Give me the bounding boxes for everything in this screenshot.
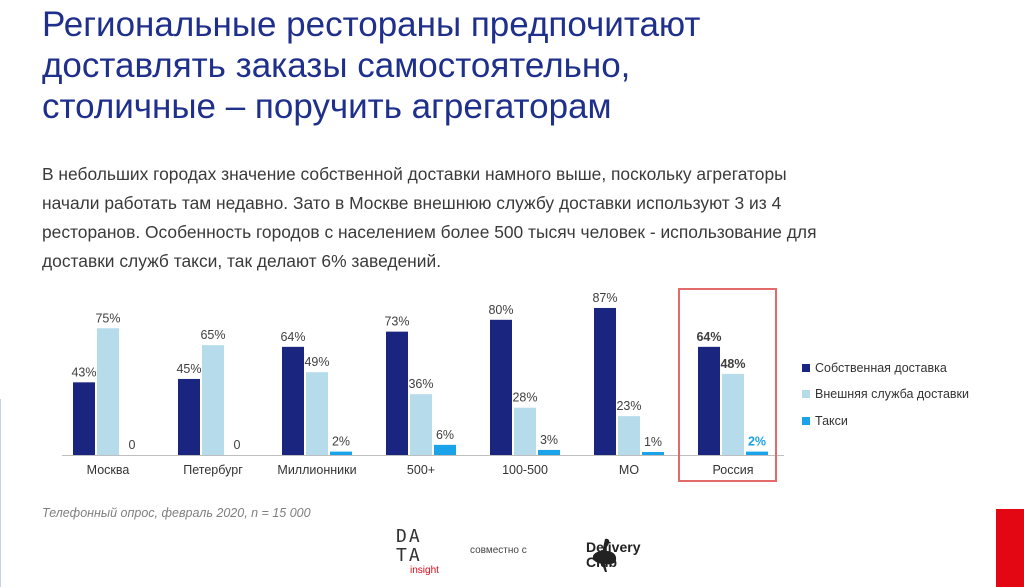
data-logo-sub: insight bbox=[410, 565, 439, 576]
bar-taxi bbox=[642, 452, 664, 455]
data-label: 43% bbox=[71, 365, 96, 379]
bar-taxi bbox=[330, 451, 352, 455]
data-label: 2% bbox=[748, 435, 766, 449]
data-logo-row: DA bbox=[396, 526, 422, 547]
data-label: 28% bbox=[512, 391, 537, 405]
category-label: Россия bbox=[713, 463, 754, 477]
data-label: 87% bbox=[592, 291, 617, 305]
data-label: 75% bbox=[95, 311, 120, 325]
category-label: Москва bbox=[87, 463, 130, 477]
bar-external bbox=[410, 394, 432, 455]
title-line: доставлять заказы самостоятельно, bbox=[42, 46, 631, 85]
data-label: 0 bbox=[234, 438, 241, 452]
title-line: Региональные рестораны предпочитают bbox=[42, 5, 701, 44]
data-logo-row: TA bbox=[396, 545, 422, 566]
legend-label: Такси bbox=[815, 414, 848, 428]
delivery-bar-chart: 43% 75% 0 Москва 45% 65% 0 Петербург 64% 49% 2% Мил… bbox=[62, 288, 969, 482]
bar-own bbox=[698, 346, 720, 455]
ostrich-icon bbox=[592, 538, 617, 572]
bar-own bbox=[490, 319, 512, 455]
data-label: 64% bbox=[280, 330, 305, 344]
slide-title: Региональные рестораны предпочитают дост… bbox=[42, 4, 962, 127]
category-label: МО bbox=[619, 463, 639, 477]
bar-own bbox=[594, 307, 616, 455]
delivery-club-logo: Delivery Club bbox=[586, 540, 640, 570]
data-insight-logo: DA TA insight bbox=[396, 527, 456, 583]
legend-swatch bbox=[802, 417, 810, 425]
data-label: 1% bbox=[644, 435, 662, 449]
bar-taxi bbox=[538, 449, 560, 455]
intro-line: В небольших городах значение собственной… bbox=[42, 164, 787, 184]
category-label: 100-500 bbox=[502, 463, 548, 477]
legend-label: Собственная доставка bbox=[815, 361, 947, 375]
legend-swatch bbox=[802, 390, 810, 398]
data-label: 0 bbox=[129, 438, 136, 452]
data-label: 23% bbox=[616, 399, 641, 413]
bar-external bbox=[306, 372, 328, 455]
bar-own bbox=[73, 382, 95, 455]
legend-label: Внешняя служба доставки bbox=[815, 387, 969, 401]
data-label: 45% bbox=[176, 362, 201, 376]
title-line: столичные – поручить агрегаторам bbox=[42, 87, 612, 126]
data-label: 73% bbox=[384, 315, 409, 329]
intro-paragraph: В небольших городах значение собственной… bbox=[42, 160, 1002, 276]
data-label: 49% bbox=[304, 355, 329, 369]
data-label: 36% bbox=[408, 377, 433, 391]
bar-external bbox=[97, 328, 119, 455]
category-label: Миллионники bbox=[277, 463, 356, 477]
bar-own bbox=[386, 331, 408, 455]
decorative-line bbox=[0, 399, 1, 587]
together-text: совместно с bbox=[470, 545, 527, 556]
bar-own bbox=[282, 346, 304, 455]
bar-external bbox=[514, 407, 536, 455]
bar-own bbox=[178, 378, 200, 455]
data-label: 64% bbox=[696, 330, 721, 344]
accent-bar bbox=[996, 509, 1024, 587]
data-label: 65% bbox=[200, 328, 225, 342]
intro-line: ресторанов. Особенность городов с населе… bbox=[42, 222, 817, 242]
source-note: Телефонный опрос, февраль 2020, n = 15 0… bbox=[42, 506, 311, 520]
partner-logo-line: Club bbox=[586, 554, 618, 570]
legend-swatch bbox=[802, 364, 810, 372]
category-label: 500+ bbox=[407, 463, 435, 477]
data-label: 48% bbox=[720, 357, 745, 371]
highlight-box bbox=[678, 288, 777, 482]
partner-logo-line: Delivery bbox=[586, 539, 641, 555]
category-label: Петербург bbox=[183, 463, 243, 477]
data-label: 6% bbox=[436, 428, 454, 442]
intro-line: доставки служб такси, так делают 6% заве… bbox=[42, 251, 442, 271]
bar-taxi bbox=[434, 444, 456, 455]
bar-external bbox=[722, 373, 744, 455]
bar-taxi bbox=[746, 451, 768, 455]
data-label: 3% bbox=[540, 433, 558, 447]
data-label: 80% bbox=[488, 303, 513, 317]
intro-line: начали работать там недавно. Зато в Моск… bbox=[42, 193, 782, 213]
bar-external bbox=[618, 416, 640, 455]
bar-external bbox=[202, 345, 224, 455]
data-label: 2% bbox=[332, 435, 350, 449]
